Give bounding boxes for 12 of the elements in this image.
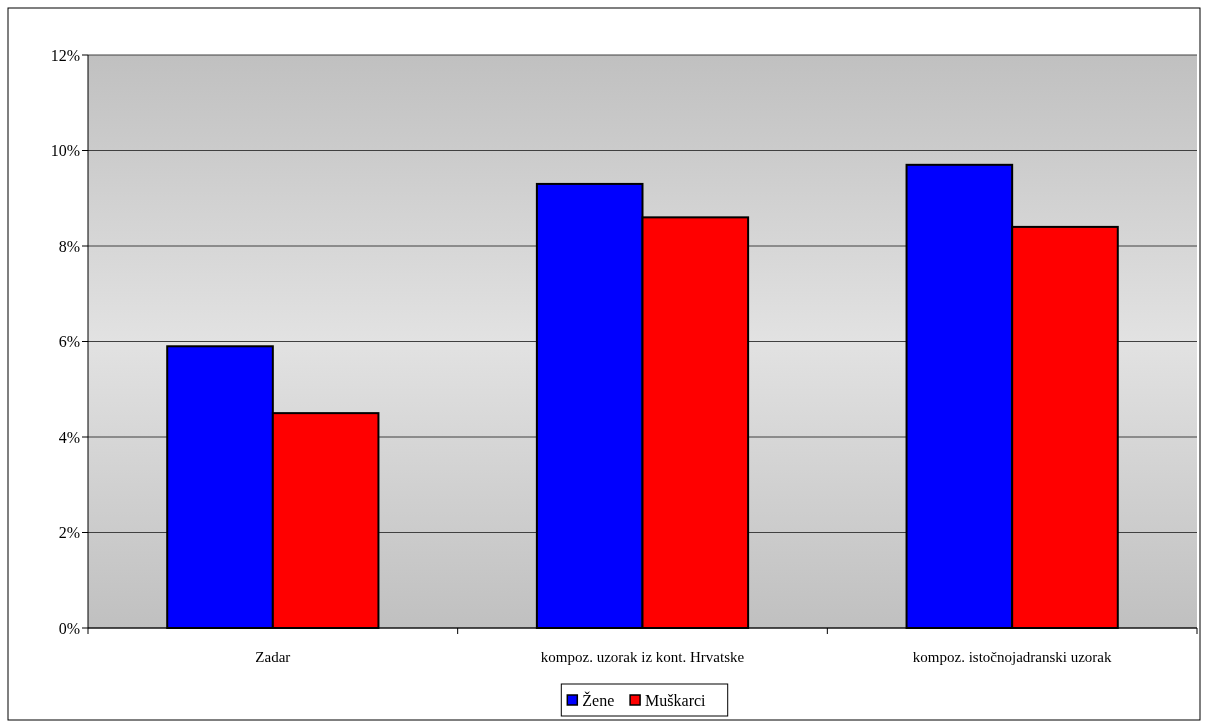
y-tick-label: 0%: [58, 619, 80, 637]
y-tick-label: 2%: [58, 524, 80, 542]
y-tick-label: 4%: [58, 428, 80, 446]
x-tick-label: Zadar: [255, 649, 291, 665]
legend-label: Muškarci: [645, 691, 707, 709]
x-tick-label: kompoz. istočnojadranski uzorak: [912, 649, 1113, 665]
legend-label: Žene: [582, 690, 615, 709]
y-tick-label: 6%: [58, 333, 80, 351]
y-tick-label: 10%: [50, 142, 80, 160]
y-tick-label: 12%: [50, 46, 80, 64]
y-tick-label: 8%: [58, 237, 80, 255]
x-tick-label: kompoz. uzorak iz kont. Hrvatske: [540, 649, 745, 665]
